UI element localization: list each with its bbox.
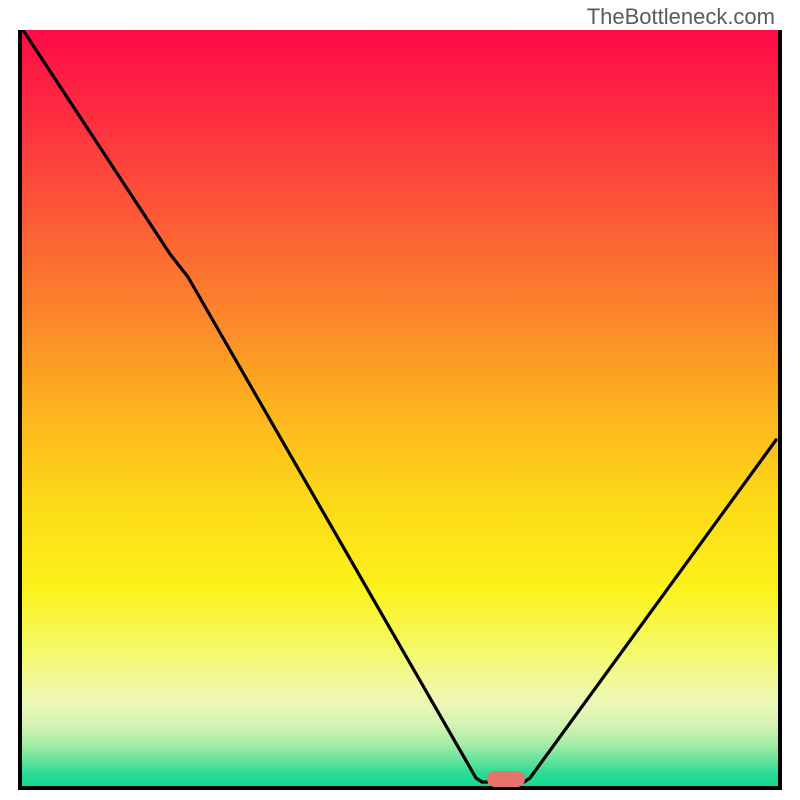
bottleneck-curve [22, 30, 778, 786]
chart-frame [18, 30, 782, 790]
watermark-text: TheBottleneck.com [587, 4, 775, 30]
optimal-marker [487, 771, 525, 787]
